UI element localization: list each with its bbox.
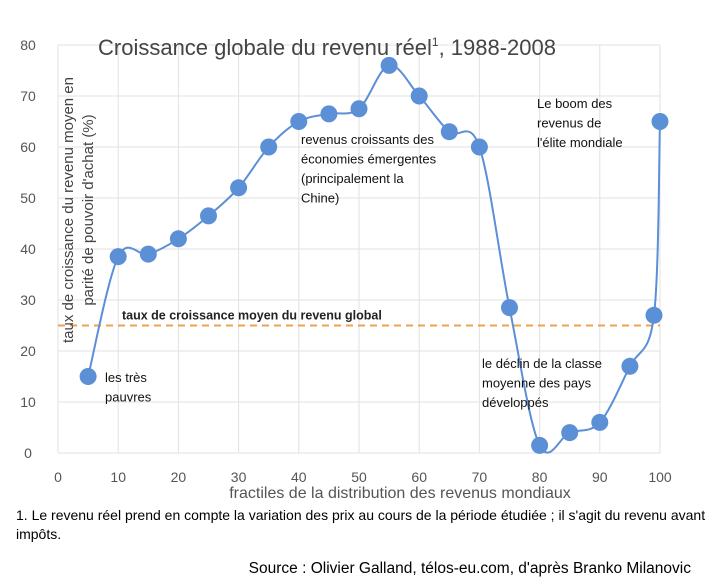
- data-point: [645, 306, 663, 324]
- y-tick-label: 0: [24, 445, 32, 461]
- y-tick-label: 40: [20, 241, 36, 257]
- annotation-text: (principalement la: [301, 171, 404, 186]
- title-suffix: , 1988-2008: [439, 35, 556, 60]
- x-tick-label: 30: [231, 469, 247, 485]
- x-tick-label: 20: [171, 469, 187, 485]
- data-point: [260, 138, 278, 156]
- data-point: [290, 113, 308, 130]
- data-point: [621, 357, 639, 375]
- y-tick-label: 20: [20, 343, 36, 359]
- y-tick-label: 70: [20, 88, 36, 104]
- annotation-text: le déclin de la classe: [482, 356, 602, 371]
- data-point: [109, 248, 127, 266]
- x-axis-label: fractiles de la distribution des revenus…: [229, 485, 571, 502]
- x-tick-label: 10: [110, 469, 126, 485]
- data-point: [230, 179, 248, 197]
- x-tick-label: 80: [532, 469, 548, 485]
- annotation-text: l'élite mondiale: [537, 135, 623, 150]
- data-point: [320, 105, 338, 123]
- annotation-text: revenus de: [537, 116, 601, 131]
- data-point: [200, 207, 217, 225]
- data-point: [350, 100, 368, 118]
- data-point: [651, 113, 669, 130]
- y-tick-label: 80: [20, 37, 36, 53]
- footnote: 1. Le revenu réel prend en compte la var…: [16, 507, 706, 542]
- annotation-text: revenus croissants des: [301, 132, 434, 147]
- annotation-text: pauvres: [105, 390, 152, 405]
- x-tick-label: 0: [54, 469, 62, 485]
- x-tick-label: 90: [592, 469, 608, 485]
- data-point: [561, 424, 579, 442]
- x-tick-label: 50: [351, 469, 367, 485]
- x-tick-label: 40: [291, 469, 307, 485]
- data-point: [139, 245, 157, 263]
- annotation-text: les très: [105, 370, 147, 385]
- title-superscript: 1: [432, 35, 439, 49]
- data-point: [440, 123, 458, 141]
- annotation-text: développés: [482, 395, 549, 410]
- elephant-curve-chart: 0 10 20 30 40 50 60 70 80 90 100 0 10 20 30 40 50 60 70 80 t…: [20, 35, 672, 502]
- y-tick-label: 60: [20, 139, 36, 155]
- data-point: [531, 436, 549, 454]
- chart-title: Croissance globale du revenu réel1, 1988…: [98, 35, 556, 60]
- x-tick-label: 100: [648, 469, 672, 485]
- y-axis-label-line2: parité de pouvoir d'achat (%): [80, 114, 97, 305]
- title-text: Croissance globale du revenu réel: [98, 35, 432, 60]
- data-point: [169, 230, 187, 248]
- data-point: [501, 299, 518, 317]
- annotation-text: Chine): [301, 191, 339, 206]
- average-growth-label: taux de croissance moyen du revenu globa…: [122, 309, 382, 323]
- data-point: [470, 138, 488, 156]
- y-tick-label: 50: [20, 190, 36, 206]
- annotation-text: Le boom des: [537, 96, 613, 111]
- source-credit: Source : Olivier Galland, télos-eu.com, …: [248, 560, 691, 577]
- x-tick-label: 70: [472, 469, 488, 485]
- y-tick-label: 10: [20, 394, 36, 410]
- annotation-text: moyenne des pays: [482, 376, 592, 391]
- y-axis-label-line1: taux de croissance du revenu moyen en: [60, 77, 77, 343]
- data-point: [380, 56, 398, 74]
- data-point: [79, 368, 97, 385]
- annotation-text: économies émergentes: [301, 152, 437, 167]
- data-point: [591, 413, 609, 431]
- y-tick-label: 30: [20, 292, 36, 308]
- x-tick-label: 60: [411, 469, 427, 485]
- data-point: [410, 87, 428, 105]
